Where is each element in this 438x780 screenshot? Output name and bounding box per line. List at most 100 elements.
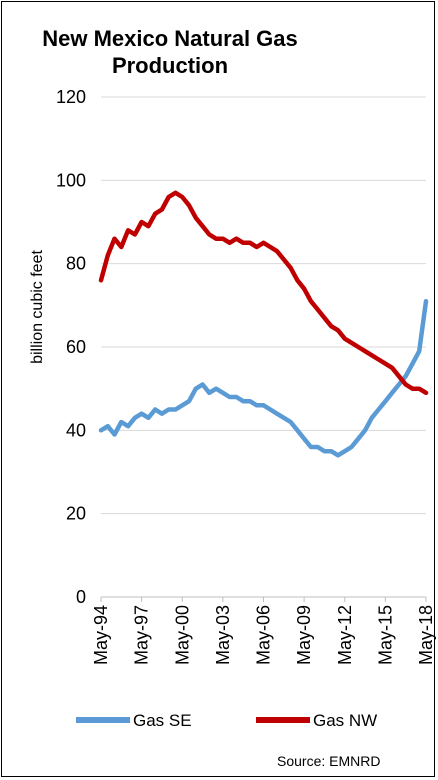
series-line-gas-se — [98, 298, 429, 458]
data-point — [370, 353, 374, 357]
data-point — [275, 249, 279, 253]
data-point — [99, 428, 103, 432]
data-point — [363, 349, 367, 353]
x-tick-label: May-09 — [294, 605, 314, 665]
data-point — [411, 387, 414, 391]
legend-label-gas-nw: Gas NW — [313, 711, 377, 730]
data-point — [289, 420, 293, 424]
data-point — [329, 449, 333, 453]
data-point — [234, 237, 238, 241]
data-point — [99, 278, 103, 282]
data-point — [113, 237, 116, 241]
chart-title-line1: New Mexico Natural Gas — [42, 26, 298, 51]
y-tick-label: 80 — [66, 254, 86, 274]
data-point — [356, 345, 360, 349]
data-point — [214, 387, 218, 391]
data-point — [187, 399, 191, 403]
data-point — [153, 408, 157, 411]
data-point — [424, 391, 428, 395]
data-point — [356, 437, 360, 441]
data-point — [214, 237, 218, 241]
data-point — [343, 449, 347, 453]
data-point — [113, 433, 116, 436]
data-point — [404, 374, 408, 378]
data-point — [275, 412, 279, 416]
x-tick-label: May-00 — [172, 605, 192, 665]
data-point — [207, 233, 211, 236]
data-point — [153, 212, 157, 216]
data-point — [255, 403, 259, 407]
data-point — [126, 228, 130, 232]
data-point — [187, 203, 191, 207]
data-point — [241, 241, 245, 245]
data-point — [404, 383, 408, 386]
data-point — [377, 358, 381, 361]
y-tick-label: 20 — [66, 504, 86, 524]
legend: Gas SE Gas NW — [76, 711, 377, 730]
data-point — [370, 416, 374, 420]
x-tick-label: May-94 — [91, 605, 111, 665]
data-point — [309, 299, 313, 303]
data-point — [383, 399, 387, 403]
data-point — [336, 328, 340, 332]
x-tick-label: May-15 — [375, 605, 395, 665]
data-point — [262, 241, 265, 245]
data-point — [289, 266, 293, 270]
series-lines — [98, 190, 429, 458]
data-point — [302, 437, 306, 441]
data-point — [174, 408, 177, 411]
data-point — [262, 403, 265, 407]
data-point — [106, 424, 110, 428]
data-point — [268, 245, 272, 249]
data-point — [228, 241, 232, 245]
legend-label-gas-se: Gas SE — [133, 711, 192, 730]
data-point — [146, 416, 150, 420]
data-point — [167, 195, 171, 199]
data-point — [295, 428, 299, 432]
data-point — [363, 428, 367, 432]
data-point — [126, 424, 130, 428]
gridlines — [101, 96, 426, 598]
data-point — [322, 449, 326, 453]
data-point — [234, 395, 238, 399]
y-tick-label: 120 — [56, 87, 86, 107]
y-tick-label: 40 — [66, 420, 86, 440]
data-point — [316, 308, 320, 311]
x-tick-label: May-03 — [213, 605, 233, 665]
data-point — [241, 399, 245, 403]
x-tick-label: May-12 — [335, 605, 355, 665]
y-tick-label: 100 — [56, 170, 86, 190]
data-point — [417, 387, 421, 391]
data-point — [295, 278, 299, 282]
data-point — [322, 316, 326, 320]
data-point — [343, 337, 347, 341]
data-point — [377, 408, 381, 411]
data-point — [268, 408, 272, 411]
data-point — [140, 220, 144, 224]
data-point — [180, 195, 184, 199]
y-tick-label: 0 — [76, 587, 86, 607]
data-point — [174, 191, 177, 195]
data-point — [282, 416, 286, 420]
data-point — [119, 420, 123, 424]
data-point — [255, 245, 259, 249]
data-point — [106, 253, 110, 257]
data-point — [207, 391, 211, 395]
data-point — [160, 208, 164, 211]
y-axis-label: billion cubic feet — [29, 250, 46, 364]
data-point — [329, 324, 333, 328]
data-point — [194, 216, 198, 220]
data-point — [424, 299, 428, 303]
source-note: Source: EMNRD — [277, 753, 380, 769]
data-point — [316, 445, 320, 449]
data-point — [140, 412, 144, 416]
data-point — [119, 245, 123, 249]
data-point — [397, 374, 401, 378]
data-point — [167, 408, 171, 411]
data-point — [309, 445, 313, 449]
x-tick-label: May-06 — [254, 605, 274, 665]
data-point — [350, 341, 353, 345]
data-point — [390, 391, 394, 395]
data-point — [417, 349, 421, 353]
data-point — [383, 362, 387, 366]
